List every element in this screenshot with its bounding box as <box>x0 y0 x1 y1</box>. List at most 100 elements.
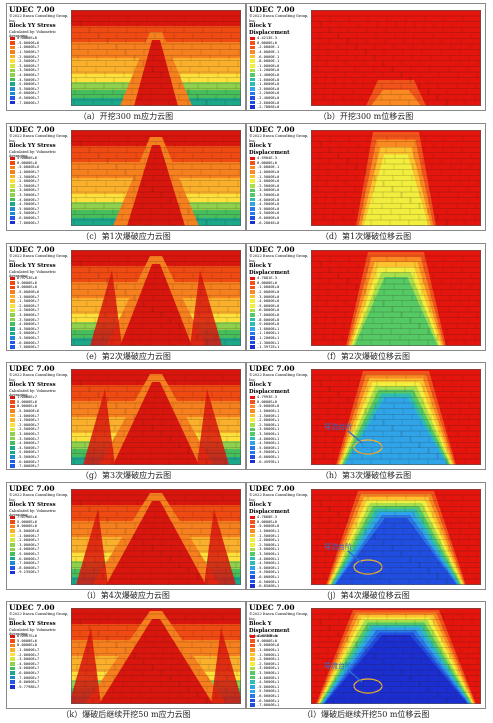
legend-value: -6.4599E+1 <box>257 459 280 464</box>
software-title: UDEC 7.00 <box>9 245 55 254</box>
contour-svg <box>71 10 241 106</box>
legend-entry: -3.0000E+7 <box>10 432 68 437</box>
legend-entry: -2.7886E+0 <box>250 105 308 110</box>
annotation-arrow <box>347 550 363 564</box>
legend-swatch <box>10 59 15 64</box>
legend-swatch <box>250 184 255 188</box>
displacement-zone <box>335 518 457 585</box>
legend-value: -2.0000E+7 <box>17 652 40 657</box>
copyright-line: ©2022 Itasca Consulting Group, Inc. <box>9 373 69 382</box>
legend-value: 4.4213E-3 <box>257 36 277 41</box>
legend-entry: -8.0000E+0 <box>250 317 308 322</box>
legend-swatch <box>10 184 15 188</box>
legend-swatch <box>250 404 255 409</box>
figure-caption: （b）开挖300 m位移云图 <box>318 112 414 121</box>
legend-swatch <box>250 524 255 529</box>
legend-swatch <box>10 446 15 450</box>
legend-entry: -6.0000E+1 <box>250 455 308 460</box>
contour-title: Block Y Displacement <box>249 143 290 156</box>
legend-swatch <box>10 409 15 413</box>
copyright-line: ©2022 Itasca Consulting Group, Inc. <box>9 254 69 263</box>
contour-subtitle: Calculated by: Volumetric Averaging <box>9 508 57 518</box>
legend-swatch <box>10 671 15 675</box>
legend-entry: -3.0000E+7 <box>10 543 68 548</box>
legend-entry: -7.0000E+1 <box>250 703 308 708</box>
legend-entry: -3.0000E+1 <box>250 427 308 432</box>
legend-swatch <box>250 45 255 50</box>
legend-value: -2.0000E+7 <box>17 54 40 59</box>
legend-value: -5.5000E+7 <box>17 211 40 216</box>
legend-value: -2.0000E+0 <box>257 179 280 184</box>
legend-entry: -1.0000E+7 <box>10 413 68 418</box>
figure-caption: （k）爆破后继续开挖50 m应力云图 <box>61 710 191 719</box>
legend-value: -1.4000E+0 <box>257 73 280 78</box>
legend-swatch <box>250 432 255 436</box>
software-title: UDEC 7.00 <box>249 125 295 134</box>
legend-swatch <box>10 533 15 538</box>
legend-swatch <box>10 685 15 689</box>
legend-value: -2.0000E+0 <box>257 290 280 295</box>
contour-plot <box>71 608 241 704</box>
legend-swatch <box>250 515 255 520</box>
contour-plot <box>71 369 241 465</box>
legend-entry: -3.0000E+1 <box>250 666 308 671</box>
legend-value: -2.0000E-1 <box>257 45 280 50</box>
legend-entry: 5.0000E+6 <box>10 156 68 161</box>
legend-swatch <box>250 703 255 707</box>
copyright-line: ©2022 Itasca Consulting Group, Inc. <box>249 254 309 263</box>
legend-swatch <box>250 82 255 87</box>
legend-entry: -4.5000E+7 <box>10 202 68 207</box>
legend-entry: 4.8710E-3 <box>250 634 308 639</box>
legend-swatch <box>10 552 15 556</box>
legend-entry: -7.0000E+7 <box>10 561 68 566</box>
legend-value: -4.0000E+1 <box>257 675 280 680</box>
legend-entry: -3.0000E+7 <box>10 188 68 193</box>
legend-entry: -6.5000E+1 <box>250 698 308 703</box>
stress-shear-right <box>197 389 229 465</box>
legend-swatch <box>250 174 255 179</box>
legend-swatch <box>10 276 15 281</box>
legend-swatch <box>10 556 15 561</box>
legend-entry: -2.0000E+1 <box>250 418 308 423</box>
stress-band <box>71 26 241 35</box>
legend-swatch <box>10 216 15 220</box>
legend-entry: -2.0000E+7 <box>10 652 68 657</box>
legend-swatch <box>10 96 15 100</box>
contour-subtitle: Calculated by: Volumetric Averaging <box>9 269 57 279</box>
contour-plot <box>71 489 241 585</box>
legend-entry: -4.0000E+7 <box>10 547 68 552</box>
panel-header: UDEC 7.00 ©2022 Itasca Consulting Group, … <box>9 245 71 279</box>
legend-swatch <box>10 174 15 179</box>
legend-swatch <box>250 634 255 639</box>
legend-value: -4.0000E+7 <box>17 547 40 552</box>
legend-value: -2.4000E+0 <box>257 96 280 101</box>
legend-swatch <box>250 533 255 538</box>
legend-swatch <box>250 156 255 161</box>
contour-title: Block Y Displacement <box>249 263 290 276</box>
legend-value: -4.5000E+7 <box>17 202 40 207</box>
figure-caption: （h）第3次爆破位移云图 <box>320 471 412 480</box>
legend-entry: -7.4660E+1 <box>250 708 308 709</box>
legend-swatch <box>10 202 15 207</box>
legend-entry: -5.0000E+0 <box>250 304 308 309</box>
contour-legend: 8.0957E+6 5.0000E+6 0.0000E+0 -1.0000E+7 -2.… <box>10 634 68 689</box>
legend-value: -8.0000E+7 <box>17 350 39 351</box>
legend-value: -7.0000E+0 <box>257 313 280 318</box>
legend-value: -3.5000E+7 <box>17 436 40 441</box>
legend-swatch <box>10 170 15 174</box>
legend-entry: 5.0000E+6 <box>10 281 68 286</box>
legend-entry: -1.0000E+1 <box>250 409 308 414</box>
legend-entry: -9.2350E+7 <box>10 570 68 575</box>
legend-value: -1.5000E+1 <box>257 533 280 538</box>
legend-entry: -2.2000E+0 <box>250 91 308 96</box>
contour-svg <box>311 250 481 346</box>
contour-subtitle: Calculated by: Volumetric Averaging <box>9 388 57 398</box>
legend-value: -4.0000E+0 <box>257 299 280 304</box>
legend-swatch <box>10 464 15 468</box>
legend-swatch <box>10 561 15 566</box>
legend-entry: -2.0000E+0 <box>250 290 308 295</box>
legend-swatch <box>250 211 255 216</box>
legend-entry: -8.0000E+7 <box>10 680 68 685</box>
legend-value: -4.0000E+7 <box>17 661 40 666</box>
simulation-panel: UDEC 7.00 ©2022 Itasca Consulting Group, … <box>6 601 246 709</box>
